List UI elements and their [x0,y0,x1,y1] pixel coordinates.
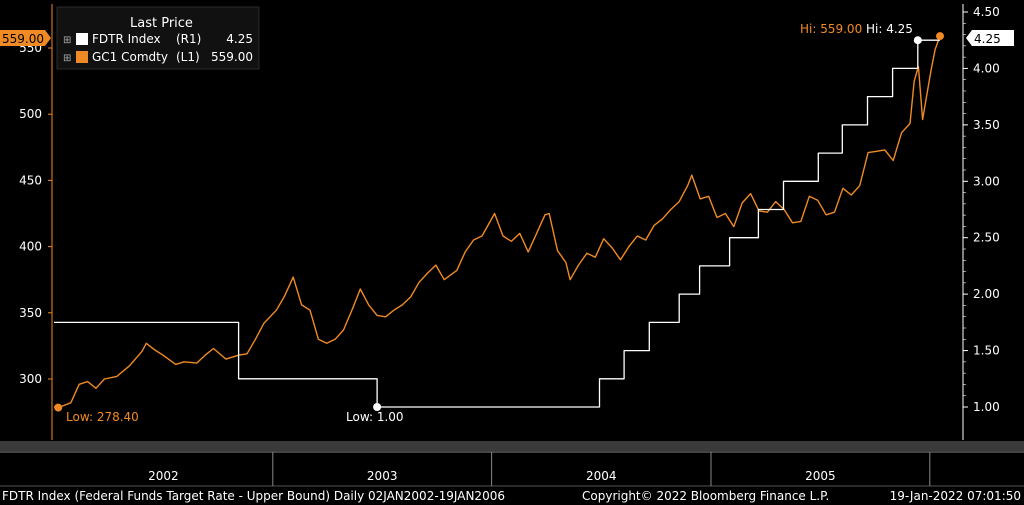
right-tick-label: 2.50 [973,231,1000,245]
legend-item-gc1[interactable]: ⊞ GC1 Comdty (L1) 559.00 [63,50,253,64]
legend: Last Price ⊞ FDTR Index (R1) 4.25 ⊞ GC1 … [56,6,260,70]
legend-name-fdtr: FDTR Index [92,32,161,46]
fed-high-label: Hi: 4.25 [866,22,913,36]
legend-swatch-fdtr [76,33,88,45]
legend-value-gc1: 559.00 [211,50,253,64]
x-axis-strip [0,441,1024,451]
x-tick-label: 2004 [586,469,617,483]
x-tick-label: 2005 [805,469,836,483]
plot-frame [51,4,964,440]
fed-low-label: Low: 1.00 [346,410,404,424]
legend-box [56,6,260,70]
right-tick-label: 2.00 [973,287,1000,301]
right-tick-label: 1.00 [973,400,1000,414]
gold-high-label: Hi: 559.00 [800,22,862,36]
gold-last-tag-shape [0,30,51,46]
left-tick-label: 300 [19,372,42,386]
gold-last-tag-value: 559.00 [2,32,44,46]
series-line-gc1-comdty [53,35,941,409]
fed-last-tag-value: 4.25 [974,32,1001,46]
gold-high-marker [936,32,944,41]
legend-swatch-gc1 [76,51,88,63]
fed-low-marker [373,403,382,411]
gold-low-marker [54,403,63,412]
expand-icon: ⊞ [63,53,71,64]
legend-value-fdtr: 4.25 [226,32,253,46]
legend-axis-fdtr: (R1) [176,32,201,46]
fed-last-tag: 4.25 [966,30,1014,46]
legend-name-gc1: GC1 Comdty [92,50,168,64]
x-tick-label: 2003 [367,469,398,483]
footer: FDTR Index (Federal Funds Target Rate - … [2,489,1021,503]
legend-item-fdtr[interactable]: ⊞ FDTR Index (R1) 4.25 [63,32,253,46]
left-tick-label: 500 [19,107,42,121]
right-tick-label: 3.00 [973,174,1000,188]
series-line-fdtr-index [54,39,940,408]
footer-left: FDTR Index (Federal Funds Target Rate - … [2,489,505,503]
footer-right: 19-Jan-2022 07:01:50 [890,489,1021,503]
fed-high-marker [913,36,922,45]
right-tick-label: 4.50 [973,5,1000,19]
right-tick-label: 3.50 [973,118,1000,132]
right-tick-label: 1.50 [973,344,1000,358]
left-tick-label: 400 [19,240,42,254]
right-axis: 1.00 1.50 2.00 2.50 3.00 3.50 4.00 4.50 [963,5,1000,414]
left-tick-label: 450 [19,173,42,187]
annotations: Low: 278.40 Low: 1.00 Hi: 559.00 Hi: 4.2… [0,22,1014,424]
left-tick-label: 350 [19,306,42,320]
expand-icon: ⊞ [63,35,71,46]
legend-axis-gc1: (L1) [176,50,200,64]
x-tick-label: 2002 [148,469,179,483]
legend-title: Last Price [130,16,193,31]
footer-center: Copyright© 2022 Bloomberg Finance L.P. [582,489,829,503]
right-tick-label: 4.00 [973,61,1000,75]
x-axis: 2002 2003 2004 2005 [0,441,1024,487]
gold-low-label: Low: 278.40 [66,410,139,424]
gold-last-tag: 559.00 [0,30,51,46]
series-layer [53,32,944,412]
fed-last-tag-shape [966,30,1014,46]
